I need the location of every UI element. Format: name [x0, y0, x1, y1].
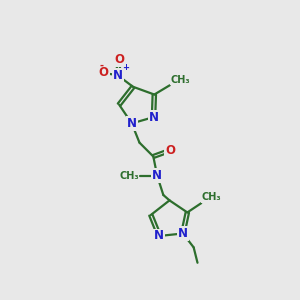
Text: CH₃: CH₃ — [119, 171, 139, 181]
Text: O: O — [165, 144, 175, 157]
Text: +: + — [122, 63, 129, 72]
Text: N: N — [127, 117, 137, 130]
Text: O: O — [99, 66, 109, 80]
Text: -: - — [99, 60, 103, 70]
Text: N: N — [152, 169, 162, 182]
Text: N: N — [148, 111, 158, 124]
Text: N: N — [154, 230, 164, 242]
Text: CH₃: CH₃ — [202, 192, 222, 203]
Text: N: N — [112, 69, 123, 82]
Text: CH₃: CH₃ — [170, 74, 190, 85]
Text: N: N — [178, 227, 188, 240]
Text: O: O — [114, 53, 124, 66]
